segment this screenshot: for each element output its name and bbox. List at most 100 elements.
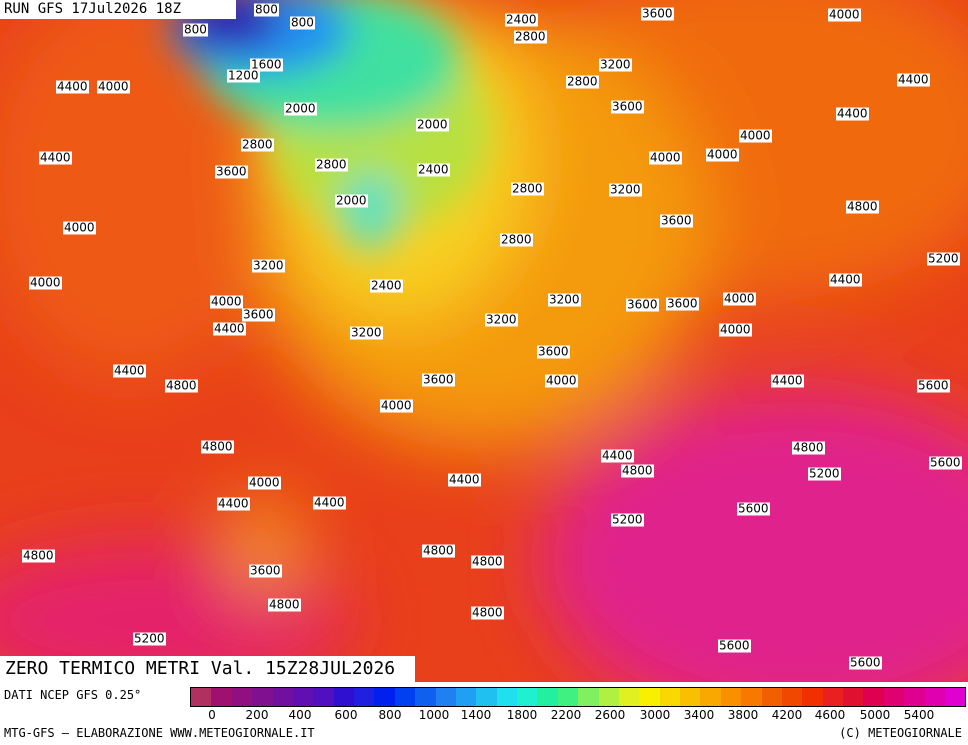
colorbar-swatch (843, 688, 864, 706)
contour-label: 4400 (771, 373, 804, 388)
colorbar-swatch (374, 688, 395, 706)
contour-label: 4800 (471, 605, 504, 620)
contour-label: 4000 (719, 322, 752, 337)
contour-label: 4000 (63, 220, 96, 235)
contour-label: 4000 (97, 79, 130, 94)
contour-label: 3600 (626, 297, 659, 312)
colorbar-swatch (476, 688, 497, 706)
colorbar-tick-label: 5000 (859, 708, 891, 722)
colorbar-swatch (598, 688, 619, 706)
contour-label: 2400 (505, 12, 538, 27)
contour-label: 4000 (545, 373, 578, 388)
colorbar-swatch (618, 688, 640, 706)
colorbar-swatch (639, 688, 660, 706)
contour-label: 4800 (422, 543, 455, 558)
colorbar-swatch (781, 688, 803, 706)
colorbar-tick-label: 0 (208, 708, 216, 722)
contour-label: 3600 (242, 307, 275, 322)
colorbar-swatch (802, 688, 823, 706)
contour-label: 4000 (706, 147, 739, 162)
contour-label: 4000 (29, 275, 62, 290)
contour-label: 3200 (485, 312, 518, 327)
colorbar-tick-label: 2600 (594, 708, 626, 722)
contour-label: 5200 (927, 251, 960, 266)
contour-label: 2000 (335, 193, 368, 208)
contour-label: 3200 (252, 258, 285, 273)
contour-label: 1600 (250, 57, 283, 72)
contour-label: 3600 (666, 296, 699, 311)
colorbar-tick-label: 1000 (418, 708, 450, 722)
colorbar-swatch (211, 688, 232, 706)
contour-label: 3600 (660, 213, 693, 228)
colorbar-tick-label: 1400 (460, 708, 492, 722)
colorbar-tick-label: 800 (378, 708, 402, 722)
contour-label: 2000 (284, 101, 317, 116)
colorbar-swatch (435, 688, 456, 706)
colorbar-tick-label: 600 (334, 708, 358, 722)
colorbar-swatch (333, 688, 354, 706)
contour-label: 3600 (422, 372, 455, 387)
contour-label: 5600 (849, 655, 882, 670)
colorbar-swatch (944, 688, 966, 706)
contour-label: 4000 (739, 128, 772, 143)
colorbar-swatch (863, 688, 884, 706)
run-label: RUN GFS 17Jul2026 18Z (0, 0, 236, 19)
colorbar-tick-label: 1800 (506, 708, 538, 722)
contour-label: 5200 (808, 466, 841, 481)
colorbar-swatch (292, 688, 314, 706)
colorbar (190, 687, 966, 707)
colorbar-swatch (557, 688, 579, 706)
contour-label: 4000 (828, 7, 861, 22)
colorbar-swatch (578, 688, 599, 706)
colorbar-tick-label: 4200 (771, 708, 803, 722)
contour-label: 4800 (792, 440, 825, 455)
contour-label: 2800 (514, 29, 547, 44)
contour-label: 3600 (641, 6, 674, 21)
colorbar-swatch (659, 688, 680, 706)
contour-label: 2800 (511, 181, 544, 196)
colorbar-swatch (741, 688, 762, 706)
colorbar-swatch (700, 688, 721, 706)
colorbar-swatch (680, 688, 701, 706)
contour-label: 2000 (416, 117, 449, 132)
contour-label: 3200 (548, 292, 581, 307)
map-field (0, 0, 968, 682)
contour-label: 2800 (566, 74, 599, 89)
contour-label: 4400 (313, 495, 346, 510)
colorbar-swatch (252, 688, 273, 706)
contour-label: 4800 (846, 199, 879, 214)
contour-label: 800 (290, 15, 315, 30)
contour-label: 3600 (249, 563, 282, 578)
data-source: DATI NCEP GFS 0.25° (4, 688, 142, 702)
colorbar-tick-label: 3000 (639, 708, 671, 722)
contour-label: 2800 (500, 232, 533, 247)
contour-label: 4800 (165, 378, 198, 393)
contour-label: 800 (183, 22, 208, 37)
colorbar-swatch (496, 688, 517, 706)
contour-label: 4400 (217, 496, 250, 511)
contour-label: 5600 (917, 378, 950, 393)
colorbar-swatch (537, 688, 558, 706)
contour-label: 2400 (417, 162, 450, 177)
contour-label: 4400 (829, 272, 862, 287)
contour-label: 4800 (22, 548, 55, 563)
contour-label: 2400 (370, 278, 403, 293)
contour-label: 5600 (929, 455, 962, 470)
colorbar-swatch (883, 688, 905, 706)
contour-label: 4000 (210, 294, 243, 309)
colorbar-swatch (191, 688, 212, 706)
contour-label: 4800 (471, 554, 504, 569)
contour-label: 2800 (315, 157, 348, 172)
colorbar-swatch (455, 688, 477, 706)
contour-label: 5200 (133, 631, 166, 646)
colorbar-swatch (720, 688, 742, 706)
colorbar-tick-label: 200 (245, 708, 269, 722)
contour-label: 4400 (113, 363, 146, 378)
colorbar-swatch (272, 688, 293, 706)
colorbar-swatch (924, 688, 945, 706)
colorbar-tick-label: 5400 (903, 708, 935, 722)
colorbar-swatch (415, 688, 436, 706)
contour-label: 4800 (621, 463, 654, 478)
contour-label: 4400 (601, 448, 634, 463)
